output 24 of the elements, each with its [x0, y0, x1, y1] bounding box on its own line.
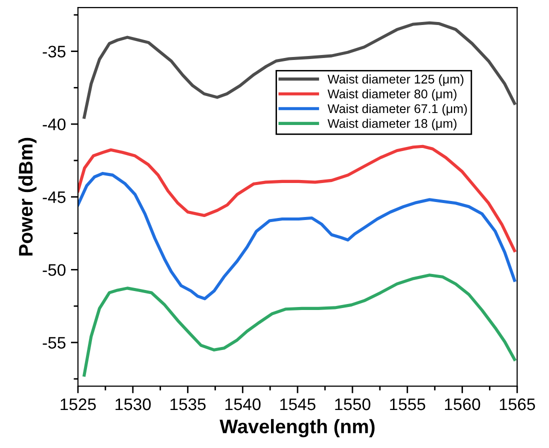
x-tick-label: 1545: [280, 398, 316, 410]
legend-label: Waist diameter 67.1 (μm): [328, 104, 467, 116]
x-axis-title: Wavelength (nm): [220, 419, 375, 438]
line-series: [82, 21, 516, 119]
y-tick-label: -35: [42, 46, 66, 58]
x-tick-label: 1565: [500, 398, 535, 410]
x-tick-label: 1550: [335, 398, 370, 410]
y-tick-label: -55: [42, 337, 66, 349]
x-tick-label: 1560: [444, 398, 480, 410]
legend-label: Waist diameter 80 (μm): [328, 89, 456, 101]
y-tick-label: -45: [42, 191, 66, 204]
line-series: [78, 172, 516, 300]
line-series: [78, 144, 516, 252]
x-tick-label: 1555: [390, 398, 426, 410]
y-tick-label: -40: [42, 118, 66, 130]
line-series: [82, 274, 516, 377]
x-tick-label: 1530: [116, 398, 151, 410]
x-tick-label: 1540: [225, 398, 261, 410]
legend-label: Waist diameter 125 (μm): [328, 74, 464, 86]
legend-label: Waist diameter 18 (μm): [328, 118, 456, 130]
y-axis-title: Power (dBm): [18, 138, 37, 256]
x-tick-label: 1535: [170, 398, 206, 410]
y-tick-label: -50: [42, 264, 66, 276]
x-tick-label: 1525: [60, 398, 96, 410]
